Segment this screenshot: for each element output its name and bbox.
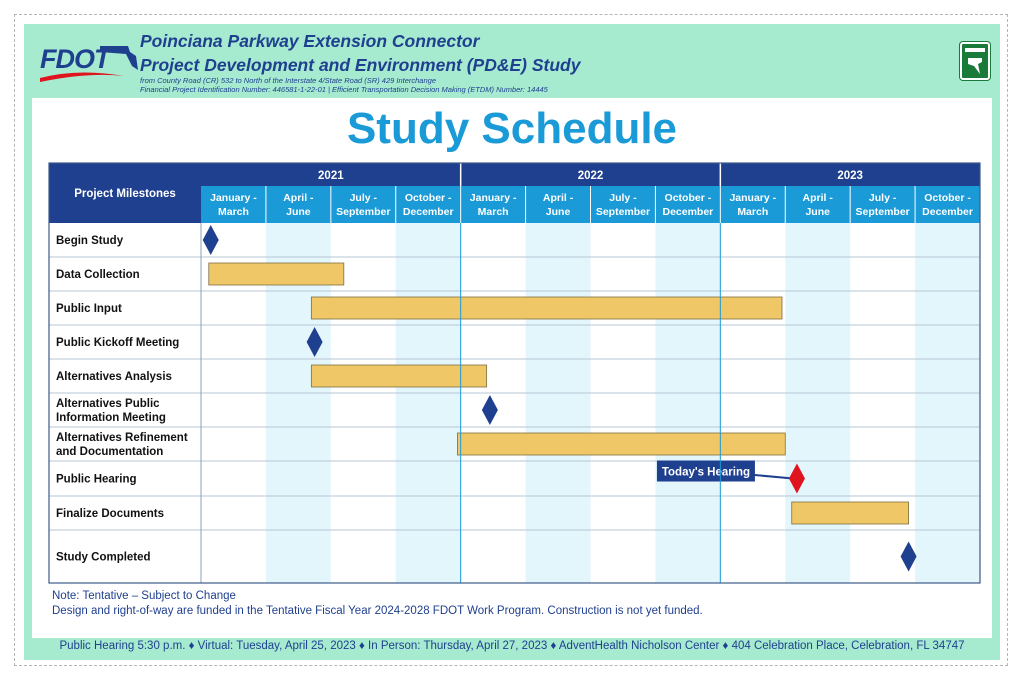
milestone-diamond: [900, 541, 917, 572]
quarter-label: April -: [803, 192, 834, 204]
quarter-label: January -: [470, 192, 517, 204]
milestone-diamond: [202, 225, 219, 255]
quarter-label: December: [922, 206, 973, 218]
header-title-line2: Project Development and Environment (PD&…: [140, 55, 581, 75]
schedule-bar: [457, 432, 786, 456]
quarter-label: December: [662, 206, 713, 218]
quarter-label: June: [546, 206, 571, 218]
year-label: 2022: [578, 170, 604, 182]
header-title-line1: Poinciana Parkway Extension Connector: [140, 31, 480, 51]
milestone-label: Begin Study: [56, 235, 124, 247]
quarter-label: October -: [665, 192, 712, 204]
milestone-label-line: Alternatives Refinement: [56, 432, 188, 444]
milestone-label-line: Information Meeting: [56, 412, 166, 424]
quarter-label: April -: [543, 192, 574, 204]
milestone-label: Study Completed: [56, 552, 151, 564]
quarter-band: [785, 223, 851, 583]
header-subtitle-line1: from County Road (CR) 532 to North of th…: [140, 76, 436, 85]
chart-border: [48, 162, 981, 584]
row-header-label: Project Milestones: [74, 188, 176, 200]
schedule-bar: [310, 296, 783, 320]
quarter-label: June: [805, 206, 830, 218]
florida-turnpike-icon: [960, 42, 990, 80]
milestone-label: Alternatives Analysis: [56, 371, 172, 383]
milestone-diamond: [306, 327, 323, 357]
quarter-label: June: [286, 206, 311, 218]
quarter-band: [915, 223, 980, 583]
quarter-label: September: [336, 206, 390, 218]
schedule-bar: [208, 262, 345, 286]
page-title: Study Schedule: [346, 104, 678, 153]
quarter-label: April -: [283, 192, 314, 204]
quarter-band: [395, 223, 461, 583]
header-subtitle-line2: Financial Project Identification Number:…: [140, 85, 548, 94]
page-border: [14, 14, 1008, 666]
year-label: 2021: [318, 170, 344, 182]
quarter-label: January -: [210, 192, 257, 204]
today-milestone-diamond: [788, 463, 805, 494]
quarter-band: [655, 223, 721, 583]
poster-frame: FDOT Poinciana Parkway Extension Connect…: [24, 24, 1000, 660]
fdot-swoosh-icon: [40, 46, 138, 82]
quarter-label: March: [478, 206, 509, 218]
milestone-label: Public Input: [56, 303, 122, 315]
quarter-label: March: [737, 206, 768, 218]
milestone-diamond: [481, 395, 498, 425]
milestone-label: Data Collection: [56, 269, 140, 281]
note-tentative: Note: Tentative – Subject to Change: [52, 590, 236, 602]
milestone-label: Alternatives Public Information Meeting: [56, 398, 166, 424]
today-hearing-label: Today's Hearing: [662, 467, 750, 479]
quarter-label: January -: [729, 192, 776, 204]
header: FDOT Poinciana Parkway Extension Connect…: [24, 24, 1000, 98]
note-funding: Design and right-of-way are funded in th…: [52, 605, 703, 617]
quarter-label: December: [403, 206, 454, 218]
schedule-bar: [791, 501, 909, 525]
quarter-band: [525, 223, 591, 583]
quarter-label: September: [855, 206, 909, 218]
quarter-label: September: [596, 206, 650, 218]
quarter-label: July -: [609, 192, 637, 204]
milestone-label: Finalize Documents: [56, 508, 164, 520]
quarter-label: October -: [924, 192, 971, 204]
quarter-label: October -: [405, 192, 452, 204]
milestone-label: Alternatives Refinement and Documentation: [56, 432, 188, 458]
milestone-label-line: Alternatives Public: [56, 398, 160, 410]
year-label: 2023: [837, 170, 863, 182]
milestone-label: Public Hearing: [56, 474, 137, 486]
gantt-chart: Project Milestones 2021 2022 2023 January - M…: [48, 162, 981, 617]
year-header-band: [201, 163, 980, 186]
quarter-label: March: [218, 206, 249, 218]
schedule-bar: [310, 364, 488, 388]
milestone-label-line: and Documentation: [56, 446, 163, 458]
milestone-label: Public Kickoff Meeting: [56, 337, 179, 349]
quarter-label: July -: [869, 192, 897, 204]
quarter-label: July -: [350, 192, 378, 204]
content-panel: Study Schedule Project Milestones 2021 202…: [32, 98, 992, 638]
fdot-logo: FDOT: [38, 40, 142, 84]
fdot-logo-text: FDOT: [40, 44, 110, 74]
row-header-cell: [49, 163, 201, 223]
footer-event-info: Public Hearing 5:30 p.m. ♦ Virtual: Tues…: [59, 640, 965, 652]
today-hearing-callout: [656, 460, 755, 482]
